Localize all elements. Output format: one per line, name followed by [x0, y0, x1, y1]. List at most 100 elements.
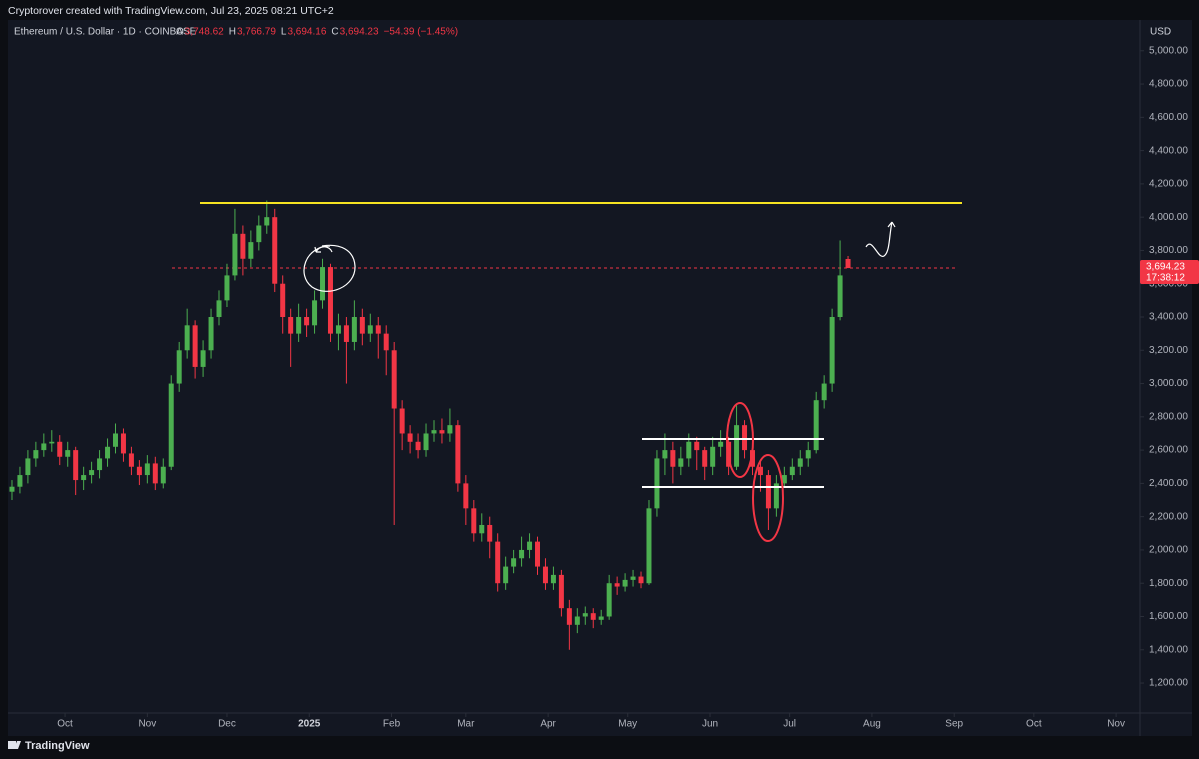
- candle-body: [168, 383, 174, 467]
- candle-body: [327, 267, 333, 334]
- ohlc-value: 3,748.62: [185, 27, 224, 38]
- candle-body: [359, 317, 365, 334]
- candle-body: [646, 508, 652, 584]
- y-tick-label: 5,000.00: [1149, 45, 1188, 56]
- x-tick-label: Oct: [1026, 719, 1042, 730]
- candle-body: [479, 524, 485, 534]
- x-tick-label: Aug: [863, 719, 881, 730]
- y-tick-label: 1,600.00: [1149, 611, 1188, 622]
- candle-body: [487, 524, 493, 542]
- candle-body: [527, 541, 533, 550]
- candle-body: [399, 408, 405, 434]
- candle-body: [89, 470, 95, 476]
- y-tick-label: 4,600.00: [1149, 112, 1188, 123]
- candle-body: [805, 450, 811, 459]
- highlight-ellipse: [726, 402, 754, 478]
- price-label: 3,694.23: [1146, 262, 1185, 273]
- candle-body: [65, 450, 71, 457]
- ohlc-legend: O 3,748.62 H 3,766.79 L 3,694.16 C 3,694.23 −54.…: [176, 27, 458, 38]
- candle-body: [49, 441, 55, 444]
- candle-body: [837, 275, 843, 317]
- y-tick-label: 4,400.00: [1149, 145, 1188, 156]
- candle-body: [749, 450, 755, 467]
- candle-body: [351, 317, 357, 342]
- ohlc-key: L: [281, 27, 287, 38]
- change: −54.39 (−1.45%): [384, 27, 459, 38]
- candle-body: [320, 267, 326, 301]
- candle-body: [463, 483, 469, 509]
- candle-body: [367, 325, 373, 334]
- candle-body: [765, 475, 771, 509]
- ohlc-key: C: [331, 27, 338, 38]
- candle-body: [33, 450, 39, 459]
- highlight-ellipse: [752, 454, 784, 542]
- candle-body: [304, 317, 310, 326]
- y-tick-label: 3,200.00: [1149, 345, 1188, 356]
- candle-body: [248, 242, 254, 259]
- candle-body: [630, 576, 636, 580]
- candle-body: [558, 574, 564, 609]
- ohlc-value: 3,766.79: [237, 27, 276, 38]
- candle-body: [41, 443, 47, 451]
- candle-body: [383, 333, 389, 351]
- symbol: Ethereum / U.S. Dollar · 1D · COINBASE: [14, 27, 197, 38]
- candle-body: [662, 450, 668, 459]
- candle-body: [224, 275, 230, 301]
- candle-body: [598, 616, 604, 620]
- y-tick-label: 3,000.00: [1149, 378, 1188, 389]
- candle-body: [136, 466, 142, 476]
- candle-body: [192, 325, 198, 367]
- x-tick-label: Sep: [945, 719, 963, 730]
- candle-body: [272, 217, 278, 284]
- candle-body: [335, 325, 341, 334]
- y-tick-label: 3,400.00: [1149, 312, 1188, 323]
- candle-body: [455, 425, 461, 484]
- candle-body: [391, 350, 397, 409]
- candle-body: [25, 458, 31, 476]
- candle-body: [710, 446, 716, 467]
- candle-body: [471, 508, 477, 534]
- candle-body: [829, 317, 835, 384]
- candle-body: [105, 446, 111, 459]
- candle-body: [542, 566, 548, 584]
- candle-body: [582, 613, 588, 617]
- candle-body: [176, 350, 182, 384]
- candle-body: [17, 475, 23, 487]
- candle-body: [280, 283, 286, 317]
- candle-body: [566, 608, 572, 625]
- candle-body: [97, 458, 103, 471]
- candle-body: [423, 433, 429, 451]
- candle-body: [535, 541, 541, 567]
- candle-body: [622, 579, 628, 587]
- y-tick-label: 1,200.00: [1149, 678, 1188, 689]
- countdown: 17:38:12: [1146, 273, 1185, 284]
- candle-body: [742, 425, 748, 451]
- candle-body: [590, 613, 596, 620]
- candle-body: [120, 433, 126, 454]
- ohlc-key: O: [176, 27, 184, 38]
- x-tick-label: Oct: [57, 719, 73, 730]
- candle-body: [288, 317, 294, 334]
- x-tick-label: Jun: [702, 719, 718, 730]
- x-tick-label: Feb: [383, 719, 401, 730]
- candle-body: [184, 325, 190, 351]
- y-tick-label: 4,800.00: [1149, 79, 1188, 90]
- candle-body: [200, 350, 206, 367]
- candle-body: [152, 463, 158, 484]
- candle-body: [296, 317, 302, 334]
- x-tick-label: Nov: [138, 719, 156, 730]
- candle-body: [57, 441, 63, 457]
- y-tick-label: 1,800.00: [1149, 578, 1188, 589]
- candle-body: [112, 433, 118, 447]
- candle-body: [519, 549, 525, 559]
- x-tick-label: Jul: [783, 719, 796, 730]
- candle-body: [757, 466, 763, 476]
- x-tick-label: Mar: [457, 719, 475, 730]
- candle-body: [407, 433, 413, 442]
- candle-body: [694, 441, 700, 451]
- candle-body: [439, 430, 445, 434]
- candle-body: [343, 325, 349, 342]
- ohlc-value: 3,694.23: [340, 27, 379, 38]
- candle-body: [678, 458, 684, 467]
- candle-body: [216, 300, 222, 317]
